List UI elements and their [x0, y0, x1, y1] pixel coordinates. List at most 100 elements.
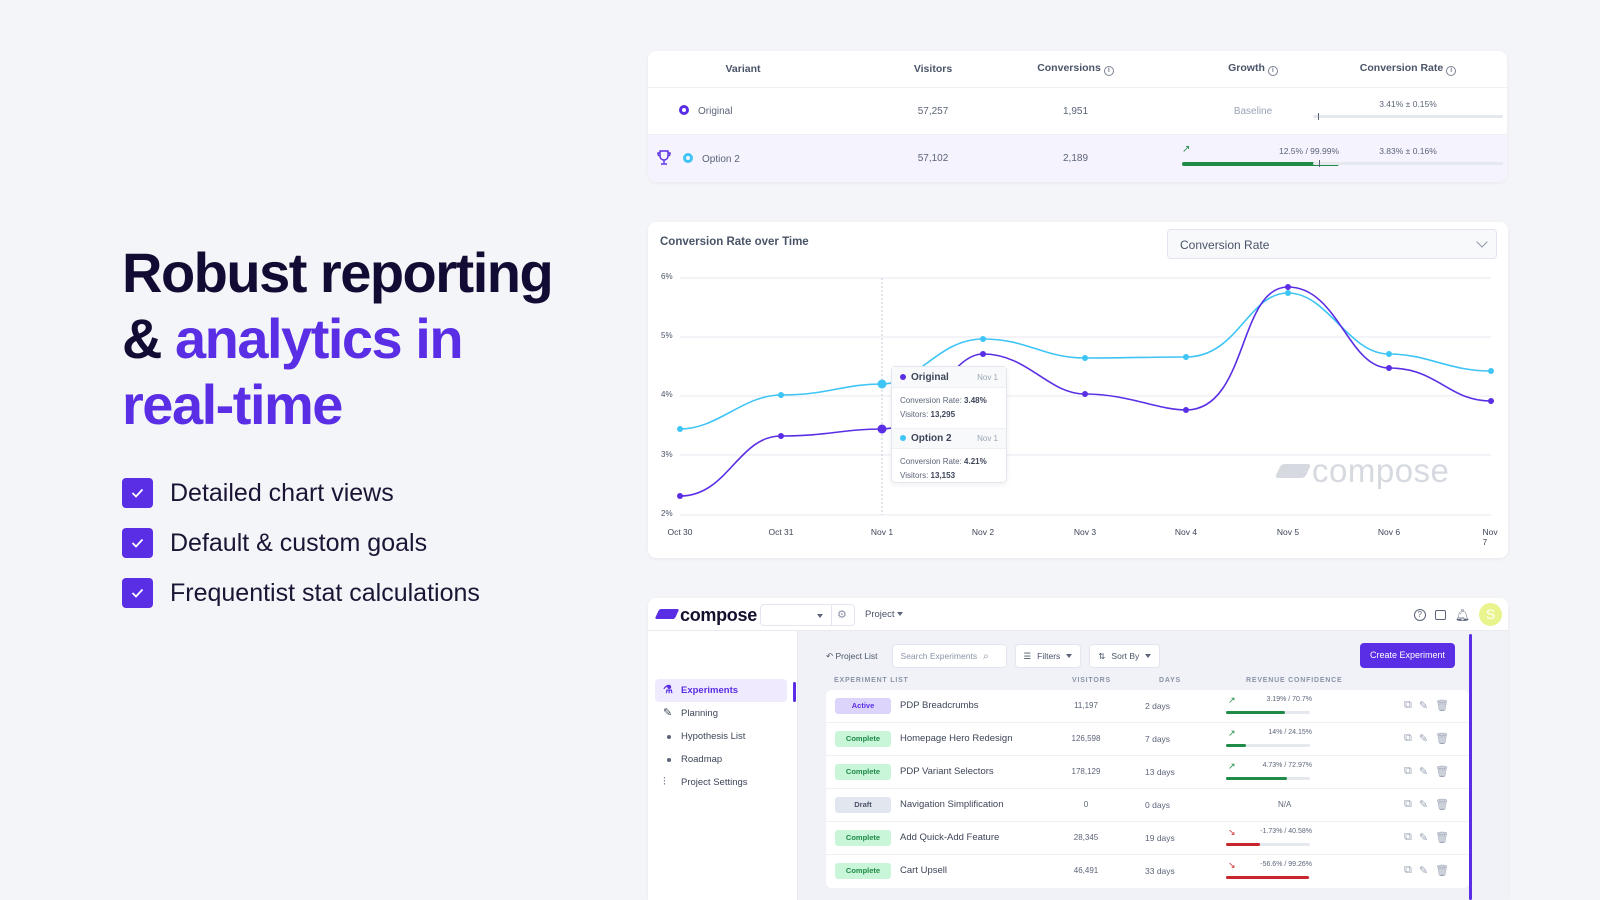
caret-down-icon	[897, 612, 904, 616]
copy-icon[interactable]: ⧉	[1404, 831, 1412, 843]
arrow-up-icon: ↗	[1228, 761, 1236, 771]
checkbox-icon	[122, 578, 153, 608]
edit-icon: ✎	[663, 707, 673, 719]
experiment-name[interactable]: Cart Upsell	[900, 865, 947, 876]
trash-icon[interactable]: 🗑︎	[1435, 799, 1450, 811]
table-row[interactable]: Option 2 57,102 2,189 ↗ 12.5% / 99.99% 3…	[648, 135, 1507, 182]
search-input[interactable]: Search Experiments ⌕	[891, 644, 1007, 668]
compose-logo[interactable]: compose	[654, 605, 757, 626]
compose-watermark: compose	[1274, 452, 1449, 490]
copy-icon[interactable]: ⧉	[1404, 798, 1412, 810]
trash-icon[interactable]: 🗑︎	[1435, 832, 1450, 844]
edit-icon[interactable]: ✎	[1418, 700, 1429, 712]
experiment-name[interactable]: PDP Variant Selectors	[900, 766, 994, 777]
conversion-chart: Conversion Rate over Time Conversion Rat…	[648, 222, 1508, 558]
sidebar-item-experiments[interactable]: ⚗ Experiments	[655, 679, 787, 702]
rate-range-bar	[1313, 113, 1503, 120]
filters-button[interactable]: ☰ Filters	[1014, 644, 1082, 668]
sidebar-item-project-settings[interactable]: ⫶ Project Settings	[655, 771, 787, 794]
edit-icon[interactable]: ✎	[1418, 865, 1429, 877]
edit-icon[interactable]: ✎	[1418, 832, 1429, 844]
sidebar-item-roadmap[interactable]: Roadmap	[655, 748, 787, 771]
search-icon: ⌕	[983, 650, 989, 662]
feature-item: Detailed chart views	[122, 468, 480, 518]
arrow-up-icon: ↗	[1182, 144, 1191, 155]
trophy-icon	[657, 150, 671, 170]
back-to-project-list[interactable]: ↶ Project List	[826, 650, 878, 661]
caret-down-icon	[817, 614, 823, 618]
app-window: compose ⚙ Project ? 🔔︎ S ⚗ Experiments ✎ P…	[648, 598, 1508, 900]
edit-icon[interactable]: ✎	[1418, 766, 1429, 778]
copy-icon[interactable]: ⧉	[1404, 765, 1412, 777]
arrow-down-icon: ↘	[1228, 827, 1236, 837]
revenue-confidence: ↘ -56.6% / 99.26%	[1226, 860, 1312, 884]
list-item[interactable]: Complete Add Quick-Add Feature 28,345 19…	[826, 822, 1469, 855]
checkbox-icon	[122, 478, 153, 508]
arrow-down-icon: ↘	[1228, 860, 1236, 870]
experiment-name[interactable]: PDP Breadcrumbs	[900, 700, 979, 711]
status-badge: Complete	[835, 830, 891, 846]
list-item[interactable]: Complete PDP Variant Selectors 178,129 1…	[826, 756, 1469, 789]
revenue-confidence: ↗ 4.73% / 72.97%	[1226, 761, 1312, 785]
hero-title: Robust reporting & analytics in real-tim…	[122, 241, 554, 436]
copy-icon[interactable]: ⧉	[1404, 732, 1412, 744]
workspace-select[interactable]: ⚙	[760, 604, 855, 626]
visitors-count: 0	[1083, 800, 1089, 809]
create-experiment-button[interactable]: Create Experiment	[1359, 643, 1455, 668]
copy-icon[interactable]: ⧉	[1404, 699, 1412, 711]
experiment-name[interactable]: Homepage Hero Redesign	[900, 733, 1013, 744]
chart-title: Conversion Rate over Time	[660, 236, 809, 248]
status-badge: Complete	[835, 731, 891, 747]
edit-icon[interactable]: ✎	[1418, 733, 1429, 745]
feature-item: Frequentist stat calculations	[122, 568, 480, 618]
help-icon[interactable]: ?	[1413, 608, 1426, 621]
feature-item: Default & custom goals	[122, 518, 480, 568]
experiment-name[interactable]: Navigation Simplification	[900, 799, 1004, 810]
status-badge: Active	[835, 698, 891, 714]
active-indicator	[793, 682, 796, 702]
days-count: 7 days	[1145, 734, 1171, 744]
gear-icon[interactable]: ⚙	[837, 609, 847, 621]
list-item[interactable]: Draft Navigation Simplification 0 0 days…	[826, 789, 1469, 822]
metric-select[interactable]: Conversion Rate	[1167, 229, 1497, 259]
list-item[interactable]: Active PDP Breadcrumbs 11,197 2 days ↗ 3.…	[826, 690, 1469, 723]
list-item[interactable]: Complete Cart Upsell 46,491 33 days ↘ -56…	[826, 855, 1469, 888]
days-count: 33 days	[1145, 866, 1175, 876]
notes-icon[interactable]	[1434, 609, 1446, 620]
revenue-confidence: N/A	[1278, 800, 1292, 809]
table-row[interactable]: Original 57,257 1,951 Baseline 3.41% ± 0…	[648, 88, 1507, 135]
sidebar-item-planning[interactable]: ✎ Planning	[655, 702, 787, 725]
trash-icon[interactable]: 🗑︎	[1435, 700, 1450, 712]
scrollbar[interactable]	[1469, 634, 1472, 900]
sidebar-item-hypothesis-list[interactable]: Hypothesis List	[655, 725, 787, 748]
days-count: 19 days	[1145, 833, 1175, 843]
experiment-name[interactable]: Add Quick-Add Feature	[900, 832, 1000, 843]
status-badge: Complete	[835, 764, 891, 780]
bullet-icon	[667, 758, 671, 762]
project-dropdown[interactable]: Project	[865, 609, 904, 620]
trash-icon[interactable]: 🗑︎	[1435, 733, 1450, 745]
info-icon[interactable]: i	[1446, 66, 1457, 76]
edit-icon[interactable]: ✎	[1418, 799, 1429, 811]
trash-icon[interactable]: 🗑︎	[1435, 865, 1450, 877]
sidebar: ⚗ Experiments ✎ Planning Hypothesis List R…	[648, 631, 798, 900]
table-header: Variant Visitors Conversions i Growth i Co…	[648, 51, 1507, 88]
info-icon[interactable]: i	[1103, 66, 1114, 76]
bell-icon[interactable]: 🔔︎	[1454, 607, 1470, 622]
line-chart-plot	[677, 277, 1494, 516]
list-item[interactable]: Complete Homepage Hero Redesign 126,598 …	[826, 723, 1469, 756]
flask-icon: ⚗	[663, 684, 673, 696]
avatar[interactable]: S	[1479, 603, 1502, 626]
trash-icon[interactable]: 🗑︎	[1435, 766, 1450, 778]
days-count: 2 days	[1145, 701, 1171, 711]
arrow-up-icon: ↗	[1228, 728, 1236, 738]
copy-icon[interactable]: ⧉	[1404, 864, 1412, 876]
variants-table: Variant Visitors Conversions i Growth i Co…	[648, 51, 1507, 182]
visitors-count: 11,197	[1074, 701, 1098, 710]
info-icon[interactable]: i	[1267, 66, 1278, 76]
days-count: 0 days	[1145, 800, 1171, 810]
revenue-confidence: ↗ 3.19% / 70.7%	[1226, 695, 1312, 719]
sort-button[interactable]: ⇅ Sort By	[1089, 644, 1161, 668]
visitors-count: 28,345	[1073, 833, 1099, 842]
status-badge: Draft	[835, 797, 891, 813]
